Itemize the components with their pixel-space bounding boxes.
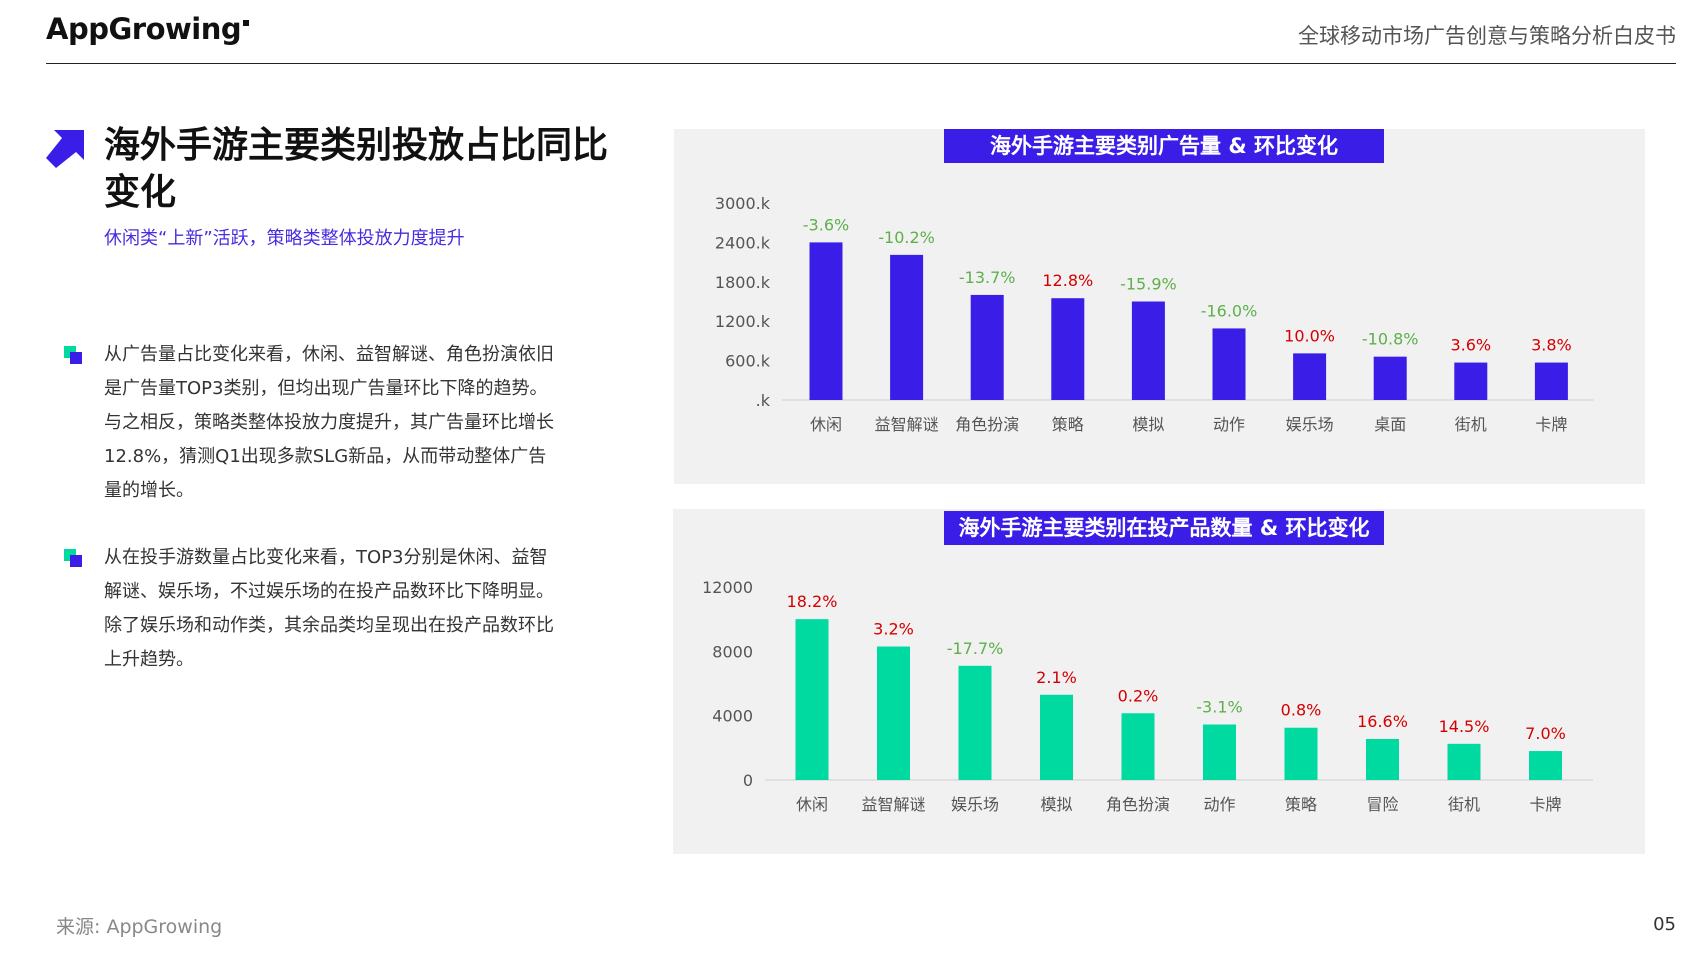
bullet-text: 从在投手游数量占比变化来看，TOP3分别是休闲、益智解谜、娱乐场，不过娱乐场的在… bbox=[104, 547, 554, 670]
data-label: 16.6% bbox=[1357, 712, 1408, 731]
x-tick-label: 动作 bbox=[1203, 795, 1235, 814]
y-tick-label: 2400.k bbox=[715, 233, 771, 252]
bar bbox=[970, 294, 1004, 400]
data-label: 18.2% bbox=[787, 592, 838, 611]
bar bbox=[1293, 353, 1327, 400]
x-tick-label: 街机 bbox=[1455, 415, 1487, 434]
bullet-marker-icon bbox=[64, 346, 84, 366]
source-note: 来源: AppGrowing bbox=[56, 916, 223, 938]
x-tick-label: 角色扮演 bbox=[1106, 795, 1170, 814]
data-label: 12.8% bbox=[1042, 271, 1093, 290]
bar bbox=[795, 619, 829, 780]
bar bbox=[1534, 362, 1568, 400]
data-label: 7.0% bbox=[1525, 724, 1566, 743]
x-tick-label: 娱乐场 bbox=[1286, 415, 1334, 434]
bar bbox=[1131, 301, 1165, 400]
product-count-chart-plot: 0 4000 8000 12000 18.2% 休闲 3.2% 益智解谜 -17.7% 娱乐场 2.… bbox=[702, 578, 1593, 814]
x-tick-label: 动作 bbox=[1213, 415, 1245, 434]
bullet-item: 从在投手游数量占比变化来看，TOP3分别是休闲、益智解谜、娱乐场，不过娱乐场的在… bbox=[64, 541, 564, 677]
bar bbox=[1529, 751, 1562, 780]
x-tick-label: 模拟 bbox=[1040, 795, 1072, 814]
y-tick-label: 1200.k bbox=[715, 312, 771, 331]
page-title: 海外手游主要类别投放占比同比变化 bbox=[104, 125, 609, 213]
bar bbox=[877, 646, 910, 780]
x-tick-label: 模拟 bbox=[1132, 415, 1164, 434]
chart-title: 海外手游主要类别广告量 & 环比变化 bbox=[944, 129, 1384, 163]
y-tick-label: 1800.k bbox=[715, 273, 771, 292]
bar bbox=[1373, 356, 1407, 400]
x-tick-label: 益智解谜 bbox=[875, 415, 939, 434]
data-label: -15.9% bbox=[1120, 275, 1177, 294]
data-label: 3.6% bbox=[1450, 336, 1491, 355]
data-label: 0.2% bbox=[1118, 686, 1159, 705]
bar bbox=[1121, 713, 1155, 780]
x-tick-label: 休闲 bbox=[810, 415, 842, 434]
x-tick-label: 桌面 bbox=[1374, 415, 1406, 434]
arrow-up-right-icon bbox=[46, 130, 84, 168]
data-label: 0.8% bbox=[1281, 701, 1322, 720]
y-tick-label: .k bbox=[756, 391, 771, 410]
data-label: -10.2% bbox=[878, 228, 935, 247]
bar bbox=[1366, 738, 1399, 780]
bar bbox=[1447, 743, 1481, 780]
x-tick-label: 角色扮演 bbox=[955, 415, 1019, 434]
data-label: -10.8% bbox=[1362, 330, 1419, 349]
bullet-item: 从广告量占比变化来看，休闲、益智解谜、角色扮演依旧是广告量TOP3类别，但均出现… bbox=[64, 338, 564, 508]
report-title: 全球移动市场广告创意与策略分析白皮书 bbox=[1298, 24, 1676, 48]
bar bbox=[890, 254, 924, 400]
ad-volume-chart: 海外手游主要类别广告量 & 环比变化 .k 600.k 1200.k 1800.k 24… bbox=[674, 129, 1645, 484]
data-label: -17.7% bbox=[947, 639, 1004, 658]
x-tick-label: 冒险 bbox=[1366, 795, 1398, 814]
data-label: -3.6% bbox=[803, 215, 849, 234]
x-tick-label: 策略 bbox=[1052, 415, 1084, 434]
x-tick-label: 休闲 bbox=[796, 795, 828, 814]
x-tick-label: 益智解谜 bbox=[861, 795, 925, 814]
bullet-text: 从广告量占比变化来看，休闲、益智解谜、角色扮演依旧是广告量TOP3类别，但均出现… bbox=[104, 344, 554, 501]
y-tick-label: 8000 bbox=[712, 642, 753, 661]
data-label: 10.0% bbox=[1284, 326, 1335, 345]
y-tick-label: 600.k bbox=[725, 352, 771, 371]
chart-title: 海外手游主要类别在投产品数量 & 环比变化 bbox=[944, 511, 1384, 545]
bar bbox=[958, 665, 992, 780]
bullet-marker-icon bbox=[64, 549, 84, 569]
page-subtitle: 休闲类“上新”活跃，策略类整体投放力度提升 bbox=[104, 228, 465, 249]
data-label: 3.8% bbox=[1531, 336, 1572, 355]
bar bbox=[1203, 724, 1236, 780]
data-label: -13.7% bbox=[959, 268, 1016, 287]
x-tick-label: 街机 bbox=[1448, 795, 1480, 814]
bar bbox=[1284, 727, 1318, 780]
logo-text: AppGrowing bbox=[46, 12, 242, 46]
bar bbox=[809, 242, 843, 400]
product-count-chart: 海外手游主要类别在投产品数量 & 环比变化 0 4000 8000 12000 18.2… bbox=[673, 509, 1645, 854]
y-tick-label: 12000 bbox=[702, 578, 753, 597]
x-tick-label: 卡牌 bbox=[1535, 415, 1567, 434]
y-tick-label: 3000.k bbox=[715, 194, 771, 213]
bar bbox=[1051, 298, 1085, 400]
bar bbox=[1454, 362, 1488, 400]
data-label: 3.2% bbox=[873, 620, 914, 639]
ad-volume-chart-plot: .k 600.k 1200.k 1800.k 2400.k 3000.k -3.6% 休闲 -1… bbox=[715, 194, 1594, 434]
page-number: 05 bbox=[1653, 914, 1676, 935]
x-tick-label: 娱乐场 bbox=[951, 795, 999, 814]
data-label: 14.5% bbox=[1439, 717, 1490, 736]
brand-logo: AppGrowing bbox=[46, 12, 250, 46]
x-tick-label: 策略 bbox=[1285, 795, 1317, 814]
data-label: 2.1% bbox=[1036, 668, 1077, 687]
y-tick-label: 0 bbox=[743, 771, 753, 790]
data-label: -3.1% bbox=[1196, 698, 1242, 717]
x-tick-label: 卡牌 bbox=[1529, 795, 1561, 814]
header-divider bbox=[46, 63, 1676, 64]
bar bbox=[1040, 694, 1073, 780]
data-label: -16.0% bbox=[1201, 301, 1258, 320]
bar bbox=[1212, 328, 1246, 400]
y-tick-label: 4000 bbox=[712, 707, 753, 726]
logo-dot bbox=[243, 20, 250, 26]
